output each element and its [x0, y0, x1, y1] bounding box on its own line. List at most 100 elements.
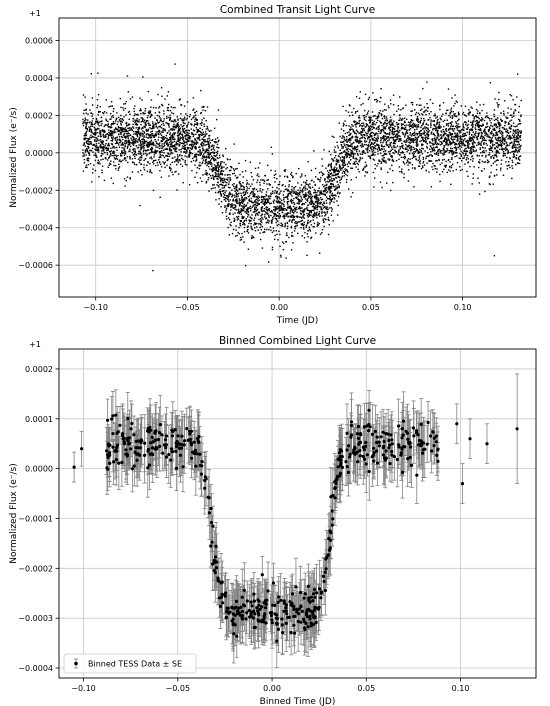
data-point	[224, 205, 226, 207]
data-point	[343, 157, 346, 159]
data-point	[325, 199, 327, 202]
data-point	[395, 130, 397, 132]
data-point	[268, 208, 270, 210]
data-point	[160, 156, 162, 159]
data-point	[364, 140, 366, 142]
data-point	[378, 148, 380, 150]
data-point	[372, 143, 375, 145]
data-point	[160, 124, 163, 126]
data-point	[200, 164, 202, 167]
data-point	[343, 160, 345, 162]
data-point	[183, 127, 186, 130]
data-point	[212, 148, 214, 150]
data-point	[424, 134, 426, 137]
data-point	[145, 140, 147, 143]
data-point	[218, 174, 220, 176]
data-point	[141, 147, 143, 150]
data-point	[506, 117, 508, 119]
data-point	[310, 214, 312, 216]
data-point	[443, 145, 446, 147]
data-point	[378, 130, 380, 133]
data-point	[353, 146, 356, 148]
data-point	[208, 137, 210, 139]
data-point	[235, 206, 237, 208]
data-point	[371, 149, 373, 151]
data-point	[217, 140, 219, 143]
data-point	[430, 111, 432, 113]
data-point	[355, 157, 357, 159]
data-point	[491, 118, 493, 120]
data-point	[278, 201, 280, 203]
data-point	[497, 104, 499, 106]
data-point	[288, 185, 290, 188]
data-point	[136, 120, 138, 122]
data-point	[386, 133, 388, 135]
data-point	[286, 213, 288, 216]
data-point	[256, 204, 259, 207]
data-point	[478, 141, 480, 143]
data-point	[330, 194, 333, 196]
data-point	[224, 196, 226, 199]
data-point	[105, 134, 107, 136]
data-point	[476, 101, 478, 103]
data-point	[207, 177, 210, 179]
data-point	[155, 142, 158, 144]
data-point	[261, 226, 263, 228]
data-point	[171, 161, 173, 164]
data-point	[274, 238, 276, 241]
data-point	[206, 172, 209, 174]
data-point	[330, 185, 333, 188]
data-point	[499, 144, 502, 147]
data-point	[518, 105, 520, 108]
data-point	[101, 146, 103, 148]
data-point	[339, 165, 341, 167]
data-point	[434, 113, 436, 115]
data-point	[509, 138, 511, 140]
data-point	[452, 130, 455, 132]
data-point	[460, 131, 462, 134]
data-point	[501, 127, 504, 129]
data-point	[442, 120, 444, 123]
data-point	[208, 143, 210, 146]
data-point	[285, 196, 287, 198]
data-point	[368, 136, 370, 139]
data-point	[86, 142, 88, 145]
data-point	[398, 140, 400, 142]
data-point	[411, 164, 414, 166]
data-point	[377, 133, 379, 135]
data-point	[282, 208, 284, 210]
data-point	[476, 154, 479, 156]
data-point	[324, 206, 326, 208]
data-point	[338, 164, 341, 166]
data-point	[341, 177, 343, 179]
data-point	[238, 212, 241, 215]
data-point	[207, 142, 210, 144]
data-point	[134, 119, 136, 121]
data-point	[383, 145, 386, 148]
data-point	[206, 161, 208, 163]
data-point	[327, 233, 330, 236]
data-point	[222, 190, 225, 192]
data-point	[519, 132, 522, 134]
data-point	[240, 208, 242, 210]
data-point	[328, 188, 331, 190]
data-point	[409, 162, 412, 164]
data-point	[216, 143, 219, 146]
data-point	[213, 154, 215, 157]
data-point	[310, 220, 312, 222]
data-point	[280, 222, 282, 224]
data-point	[94, 145, 96, 147]
data-point	[299, 187, 301, 189]
data-point	[408, 145, 410, 148]
data-point	[388, 159, 390, 161]
data-point	[138, 144, 140, 146]
data-point	[261, 216, 263, 219]
data-point	[290, 193, 292, 196]
data-point	[505, 161, 507, 163]
data-point	[494, 98, 496, 100]
data-point	[181, 126, 183, 128]
data-point	[498, 128, 501, 130]
data-point	[464, 148, 466, 150]
data-point	[491, 136, 493, 139]
data-point	[235, 204, 237, 207]
